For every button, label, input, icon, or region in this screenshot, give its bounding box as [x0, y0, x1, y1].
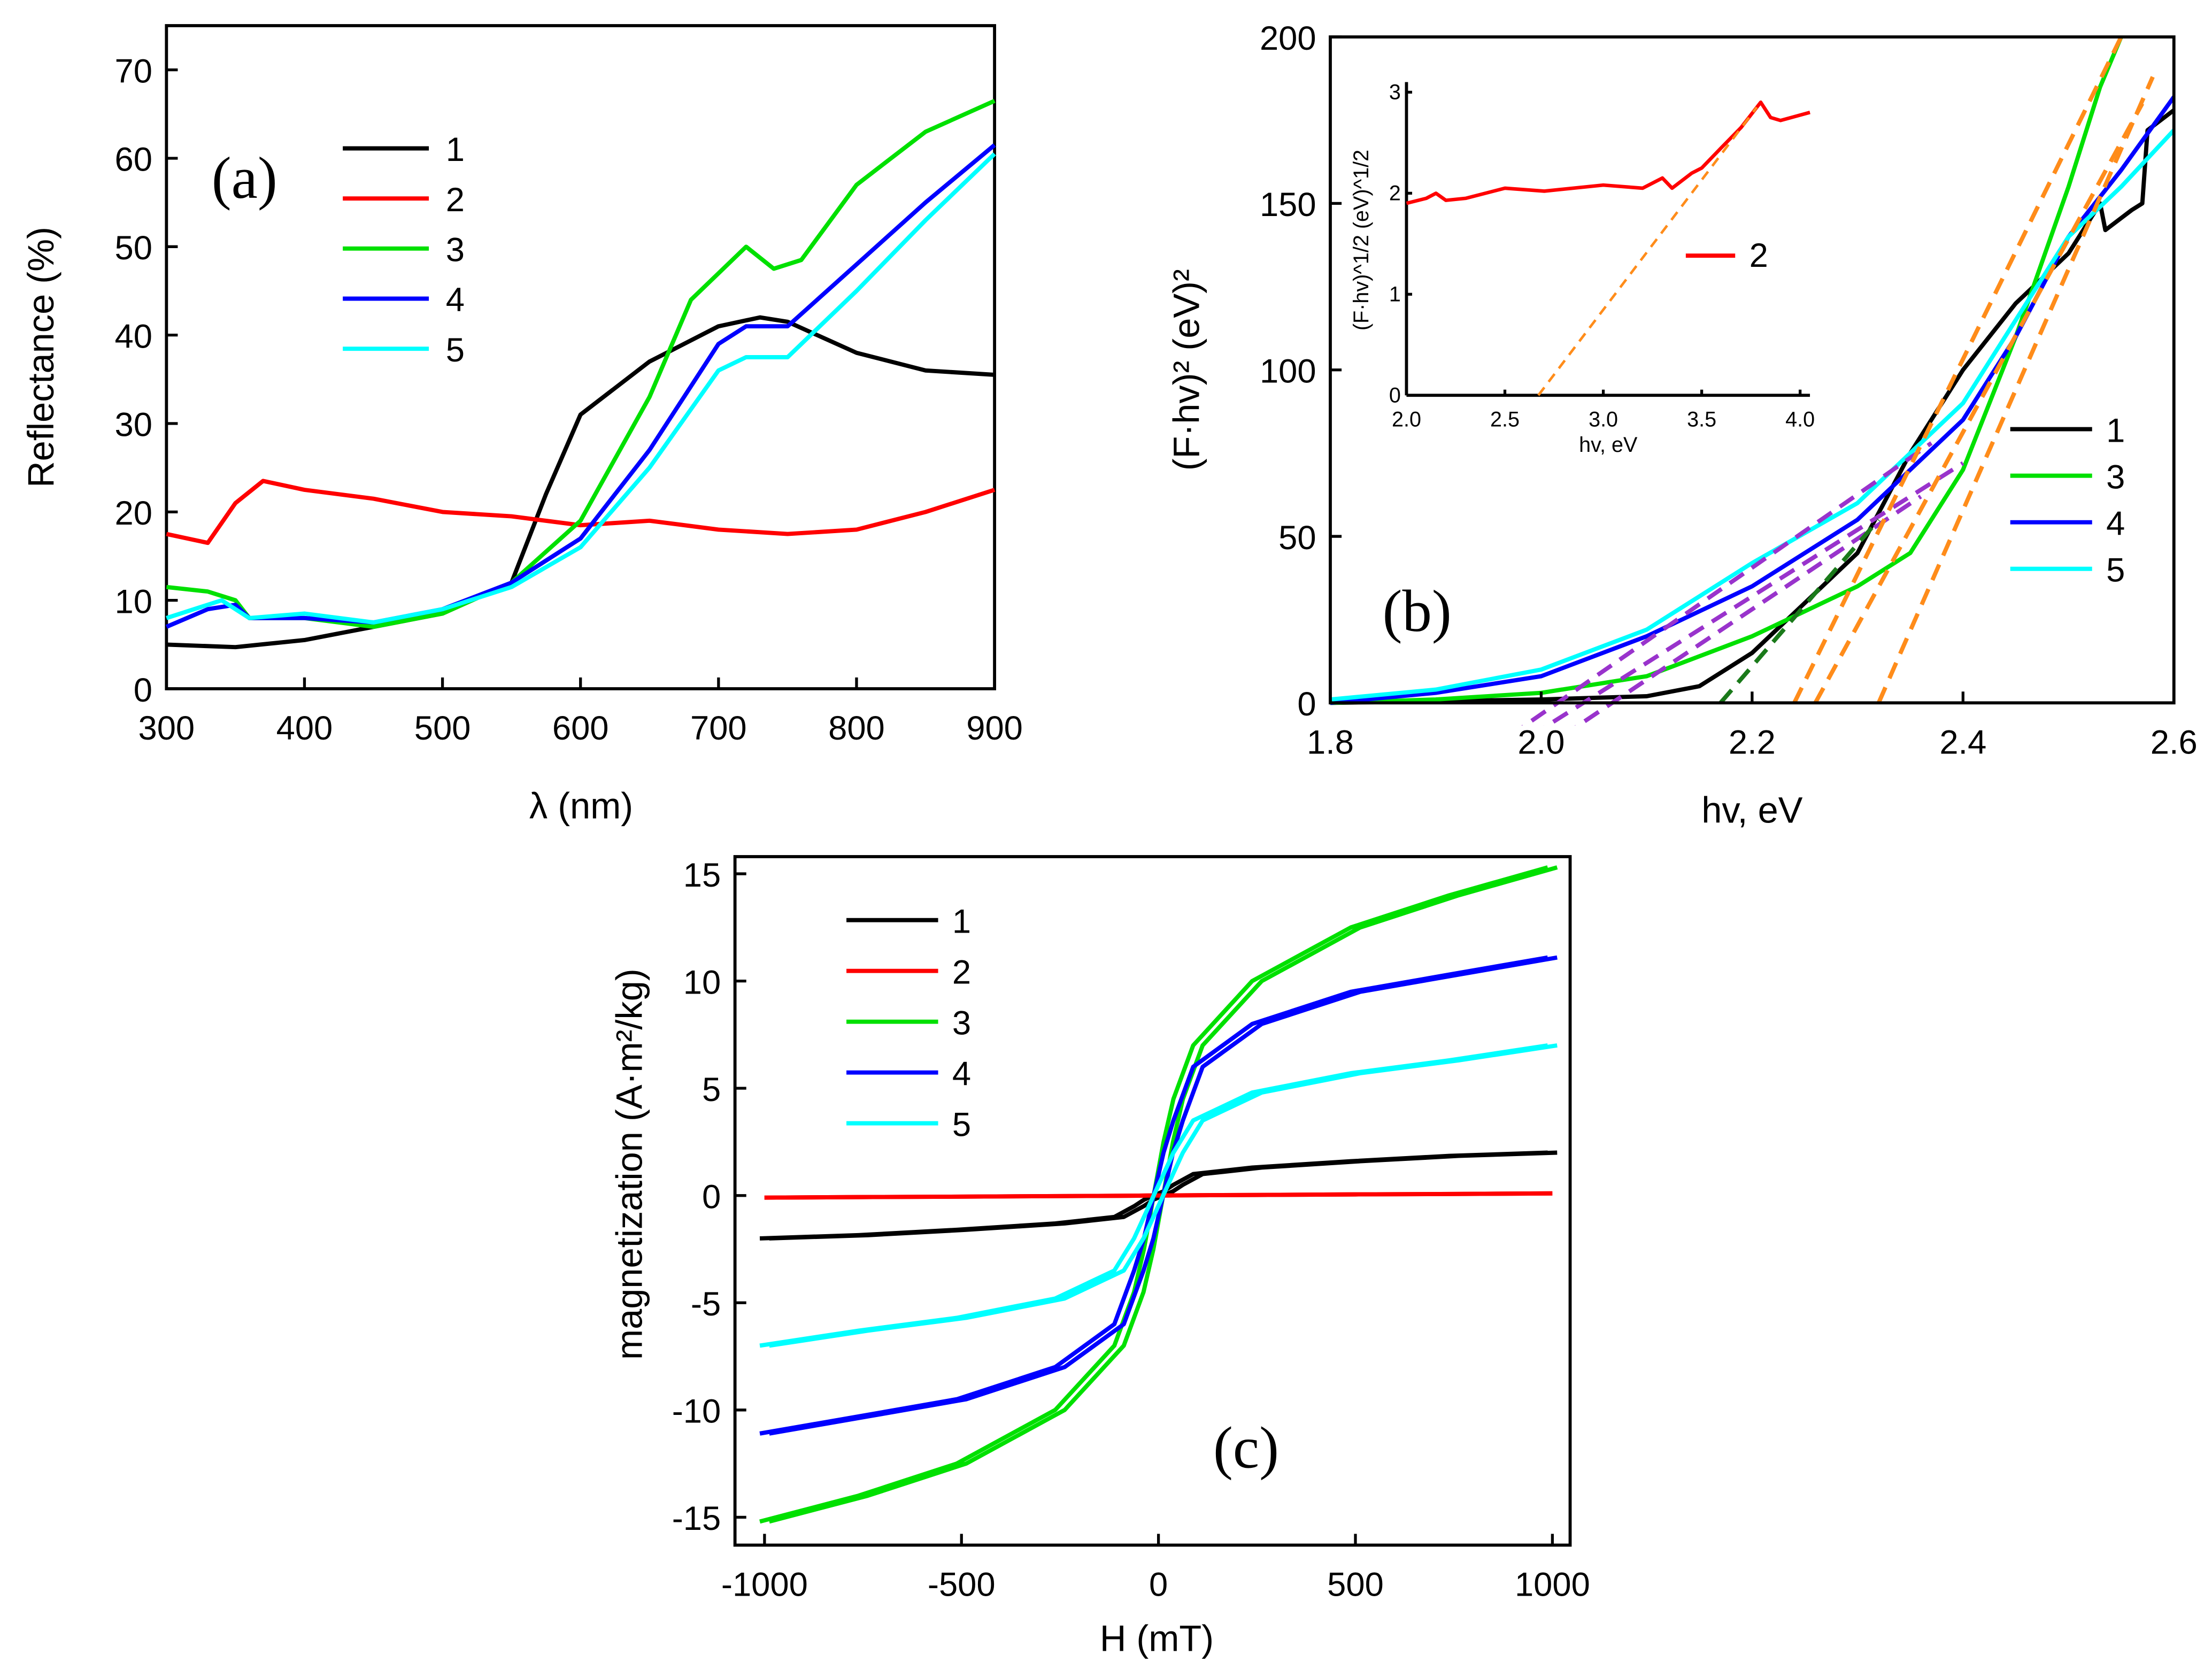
b-fit-line [1544, 461, 1964, 726]
a-y-tick-label: 60 [115, 141, 152, 179]
b-x-tick-label: 2.6 [2151, 723, 2198, 761]
a-x-tick-label: 400 [276, 710, 333, 747]
a-series-5 [166, 152, 996, 625]
b-plot-area [1330, 37, 2174, 726]
b-y-tick-label: 150 [1260, 186, 1316, 224]
c-legend-label: 1 [952, 903, 971, 940]
inset-legend-label: 2 [1749, 237, 1768, 274]
a-x-tick-label: 300 [138, 710, 195, 747]
c-legend-label: 4 [952, 1055, 971, 1092]
a-y-tick-label: 0 [134, 672, 152, 709]
c-y-tick-label: -15 [672, 1500, 721, 1537]
c-y-tick-label: -10 [672, 1393, 721, 1430]
b-x-label: hv, eV [1701, 790, 1803, 831]
b-x-tick-label: 2.2 [1729, 723, 1776, 761]
a-panel-label: (a) [212, 145, 278, 211]
b-y-tick-label: 0 [1297, 686, 1316, 723]
inset-y-tick-label: 0 [1389, 383, 1401, 407]
b-fit-line [1718, 518, 1880, 704]
b-x-tick-label: 1.8 [1307, 723, 1354, 761]
a-series-4 [165, 143, 996, 629]
a-x-tick-label: 800 [828, 710, 885, 747]
inset-series-2 [1406, 100, 1810, 205]
a-legend-label: 1 [446, 131, 465, 168]
a-legend-label: 3 [446, 232, 465, 269]
inset-y-tick-label: 1 [1389, 282, 1401, 306]
c-legend-label: 3 [952, 1004, 971, 1042]
c-x-tick-label: 0 [1149, 1566, 1168, 1603]
b-series-5 [1330, 128, 2174, 702]
c-legend-label: 2 [952, 953, 971, 991]
inset-x-tick-label: 3.5 [1687, 407, 1716, 431]
inset-x-tick-label: 2.0 [1392, 407, 1421, 431]
b-series-3 [1330, 37, 2123, 705]
b-y-label: (F·hv)² (eV)² [1166, 269, 1207, 471]
c-y-tick-label: 5 [702, 1071, 721, 1109]
b-legend-label: 1 [2106, 412, 2125, 449]
a-y-tick-label: 50 [115, 229, 152, 267]
b-legend-label: 5 [2106, 551, 2125, 589]
c-series-5-ascending [759, 1043, 1548, 1348]
inset-fit-line [1537, 106, 1758, 396]
a-legend-label: 2 [446, 181, 465, 219]
c-y-tick-label: 0 [702, 1178, 721, 1215]
a-x-tick-label: 900 [966, 710, 1023, 747]
a-y-tick-label: 10 [115, 583, 152, 620]
c-y-tick-label: 10 [683, 964, 721, 1001]
a-x-tick-label: 600 [552, 710, 609, 747]
c-y-tick-label: 15 [683, 857, 721, 894]
b-y-tick-label: 200 [1260, 20, 1316, 57]
b-panel-label: (b) [1383, 578, 1452, 644]
b-y-tick-label: 100 [1260, 352, 1316, 390]
b-y-tick-label: 50 [1278, 519, 1316, 557]
a-y-tick-label: 20 [115, 495, 152, 532]
inset-y-tick-label: 3 [1389, 81, 1401, 104]
b-fit-line [1521, 441, 1933, 726]
b-fit-line [1813, 102, 2145, 704]
c-x-tick-label: -1000 [721, 1566, 808, 1603]
inset-x-tick-label: 2.5 [1490, 407, 1520, 431]
b-inset: 2.0 2.5 3.0 3.5 4.0 0 1 2 3 hv, eV (F·hv)^1/2 (eV)… [1350, 81, 1815, 457]
c-x-tick-label: 1000 [1515, 1566, 1590, 1603]
b-legend-label: 3 [2106, 458, 2125, 496]
panel-a: 300 400 500 600 700 800 900 0 10 20 30 40 50 60 70 λ (n… [20, 24, 1023, 827]
b-legend-label: 4 [2106, 505, 2125, 542]
b-fit-line [1876, 76, 2155, 704]
a-legend-label: 5 [446, 332, 465, 369]
a-series-2 [166, 479, 996, 545]
inset-x-label: hv, eV [1579, 433, 1638, 457]
inset-y-label: (F·hv)^1/2 (eV)^1/2 [1350, 150, 1373, 330]
c-x-tick-label: 500 [1327, 1566, 1384, 1603]
c-x-tick-label: -500 [928, 1566, 996, 1603]
b-fit-line [1574, 495, 1922, 726]
a-x-tick-label: 700 [690, 710, 747, 747]
a-y-tick-label: 70 [115, 52, 152, 90]
c-panel-label: (c) [1213, 1414, 1279, 1480]
c-frame [733, 855, 1572, 1547]
a-series-1 [166, 315, 995, 650]
b-frame [1329, 35, 2176, 705]
inset-x-tick-label: 4.0 [1785, 407, 1815, 431]
a-x-tick-label: 500 [414, 710, 471, 747]
b-fit-line [1792, 37, 2123, 704]
c-legend-label: 5 [952, 1106, 971, 1143]
b-x-tick-label: 2.4 [1939, 723, 1986, 761]
c-x-label: H (mT) [1100, 1618, 1214, 1659]
b-x-tick-label: 2.0 [1517, 723, 1564, 761]
a-legend-label: 4 [446, 281, 465, 319]
inset-y-tick-label: 2 [1389, 182, 1401, 205]
a-y-label: Reflectance (%) [20, 227, 61, 488]
a-x-label: λ (nm) [529, 786, 633, 827]
c-y-label: magnetization (A·m²/kg) [608, 968, 650, 1360]
c-series-2-ascending [764, 1191, 1553, 1200]
a-y-tick-label: 40 [115, 318, 152, 355]
inset-x-tick-label: 3.0 [1589, 407, 1618, 431]
c-y-tick-label: -5 [691, 1286, 721, 1323]
a-y-tick-label: 30 [115, 406, 152, 444]
b-series-1 [1330, 108, 2174, 705]
